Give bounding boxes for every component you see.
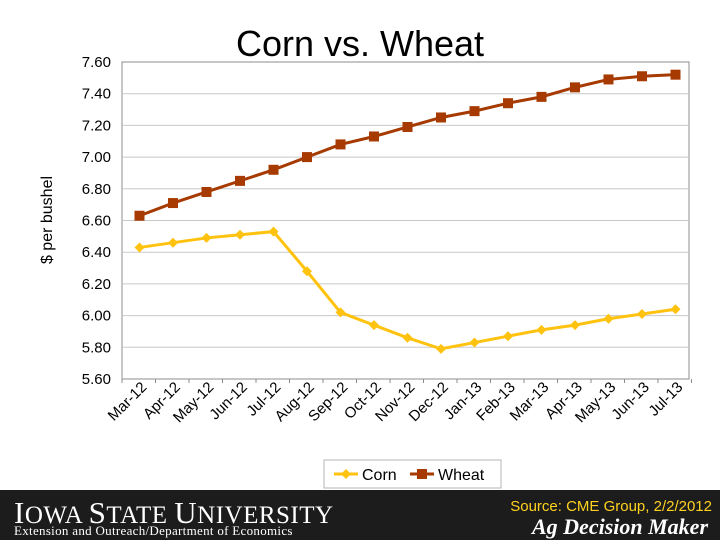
department-label: Extension and Outreach/Department of Eco…: [14, 523, 293, 538]
y-tick-label: 5.60: [82, 371, 111, 388]
y-axis-ticks: 5.60 5.80 6.00 6.20 6.40 6.60 6.80 7.00 7.20 7.40…: [82, 54, 111, 388]
y-tick-label: 6.80: [82, 181, 111, 198]
x-tick-label: Jul-13: [645, 379, 686, 420]
data-point-wheat: [335, 139, 346, 150]
source-note: Source: CME Group, 2/2/2012: [510, 498, 712, 515]
data-point-corn: [637, 309, 647, 320]
legend-label-corn: Corn: [362, 467, 397, 484]
y-tick-label: 6.20: [82, 276, 111, 293]
data-point-corn: [469, 337, 480, 348]
data-point-wheat: [637, 71, 647, 82]
data-point-wheat: [536, 91, 547, 102]
y-tick-label: 6.40: [82, 244, 111, 261]
data-point-wheat: [134, 210, 145, 221]
data-point-corn: [201, 232, 212, 243]
legend-marker-wheat: [417, 469, 427, 479]
price-chart: Corn vs. Wheat 5.60 5.80 6.00 6.20 6.40 6.60 6…: [39, 23, 692, 489]
university-logo: IOWA STATE UNIVERSITY: [14, 495, 334, 530]
y-tick-label: 7.20: [82, 117, 111, 134]
y-tick-label: 6.60: [82, 213, 111, 230]
data-point-wheat: [268, 164, 279, 175]
y-tick-label: 6.00: [82, 308, 111, 325]
data-point-wheat: [235, 175, 245, 186]
data-point-corn: [603, 313, 614, 324]
data-point-wheat: [570, 82, 580, 93]
ag-decision-maker-brand: Ag Decision Maker: [532, 514, 708, 539]
y-tick-label: 7.40: [82, 86, 111, 103]
x-tick-label: Mar-12: [105, 379, 151, 425]
x-tick-label: Jun-12: [206, 379, 250, 423]
data-point-corn: [134, 242, 145, 253]
chart-title: Corn vs. Wheat: [236, 23, 484, 64]
data-point-wheat: [469, 106, 480, 117]
footer-banner: IOWA STATE UNIVERSITY Extension and Outr…: [0, 490, 720, 540]
data-point-corn: [235, 229, 245, 240]
data-point-wheat: [402, 121, 413, 132]
data-point-wheat: [201, 186, 212, 197]
legend-marker-corn: [341, 469, 351, 479]
series-lines: [134, 69, 681, 354]
y-tick-label: 7.00: [82, 149, 111, 166]
data-point-corn: [168, 237, 178, 248]
data-point-wheat: [168, 198, 178, 209]
data-point-corn: [436, 343, 446, 354]
x-axis-ticks: Mar-12Apr-12May-12Jun-12Jul-12Aug-12Sep-…: [105, 379, 692, 426]
x-tick-label: Jun-13: [608, 379, 652, 423]
gridlines: [122, 93, 689, 348]
data-point-corn: [335, 307, 346, 318]
legend-label-wheat: Wheat: [438, 467, 485, 484]
data-point-wheat: [302, 152, 312, 163]
data-point-corn: [369, 320, 379, 331]
data-point-wheat: [369, 131, 379, 142]
data-point-corn: [570, 320, 580, 331]
data-point-wheat: [503, 98, 513, 109]
legend: Corn Wheat: [323, 459, 502, 489]
data-point-wheat: [436, 112, 446, 123]
data-point-corn: [268, 226, 279, 237]
data-point-corn: [302, 266, 312, 277]
data-point-wheat: [603, 74, 614, 85]
data-point-wheat: [670, 69, 681, 80]
y-tick-label: 7.60: [82, 54, 111, 71]
data-point-corn: [536, 324, 547, 335]
data-point-corn: [670, 304, 681, 315]
y-axis-label: $ per bushel: [39, 176, 56, 264]
data-point-corn: [402, 332, 413, 343]
data-point-corn: [503, 331, 513, 342]
y-tick-label: 5.80: [82, 339, 111, 356]
